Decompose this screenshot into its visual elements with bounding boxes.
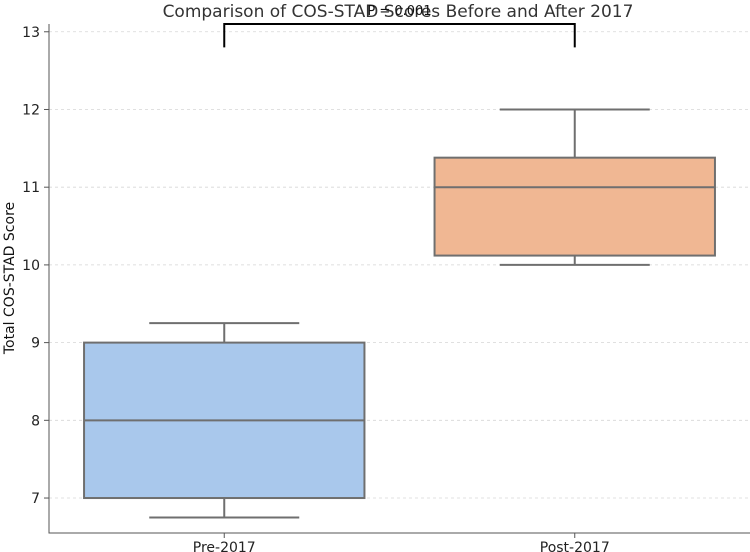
y-tick-label: 11 bbox=[22, 180, 40, 196]
y-ticks: 7 8 9 10 11 12 13 bbox=[22, 25, 49, 507]
y-tick-label: 8 bbox=[31, 413, 40, 429]
y-tick-label: 10 bbox=[22, 258, 40, 274]
x-tick-label: Pre-2017 bbox=[193, 540, 256, 552]
y-axis-label: Total COS-STAD Score bbox=[2, 202, 18, 355]
iqr-box bbox=[433, 156, 716, 257]
box-pre-2017 bbox=[83, 322, 366, 519]
p-value-label: P = 0.001 bbox=[367, 4, 431, 19]
y-tick-label: 9 bbox=[31, 336, 40, 352]
x-ticks: Pre-2017 Post-2017 bbox=[193, 533, 610, 552]
y-tick-label: 7 bbox=[31, 491, 40, 507]
chart-title: Comparison of COS-STAD Scores Before and… bbox=[163, 2, 634, 22]
box-post-2017 bbox=[433, 108, 716, 266]
significance-bracket bbox=[223, 23, 576, 48]
boxes bbox=[83, 108, 716, 519]
significance-annotation: P = 0.001 bbox=[223, 4, 576, 48]
axis-spines bbox=[48, 24, 750, 534]
x-tick-label: Post-2017 bbox=[540, 540, 610, 552]
axes bbox=[48, 24, 750, 534]
y-tick-label: 13 bbox=[22, 25, 40, 41]
y-tick-label: 12 bbox=[22, 102, 40, 118]
